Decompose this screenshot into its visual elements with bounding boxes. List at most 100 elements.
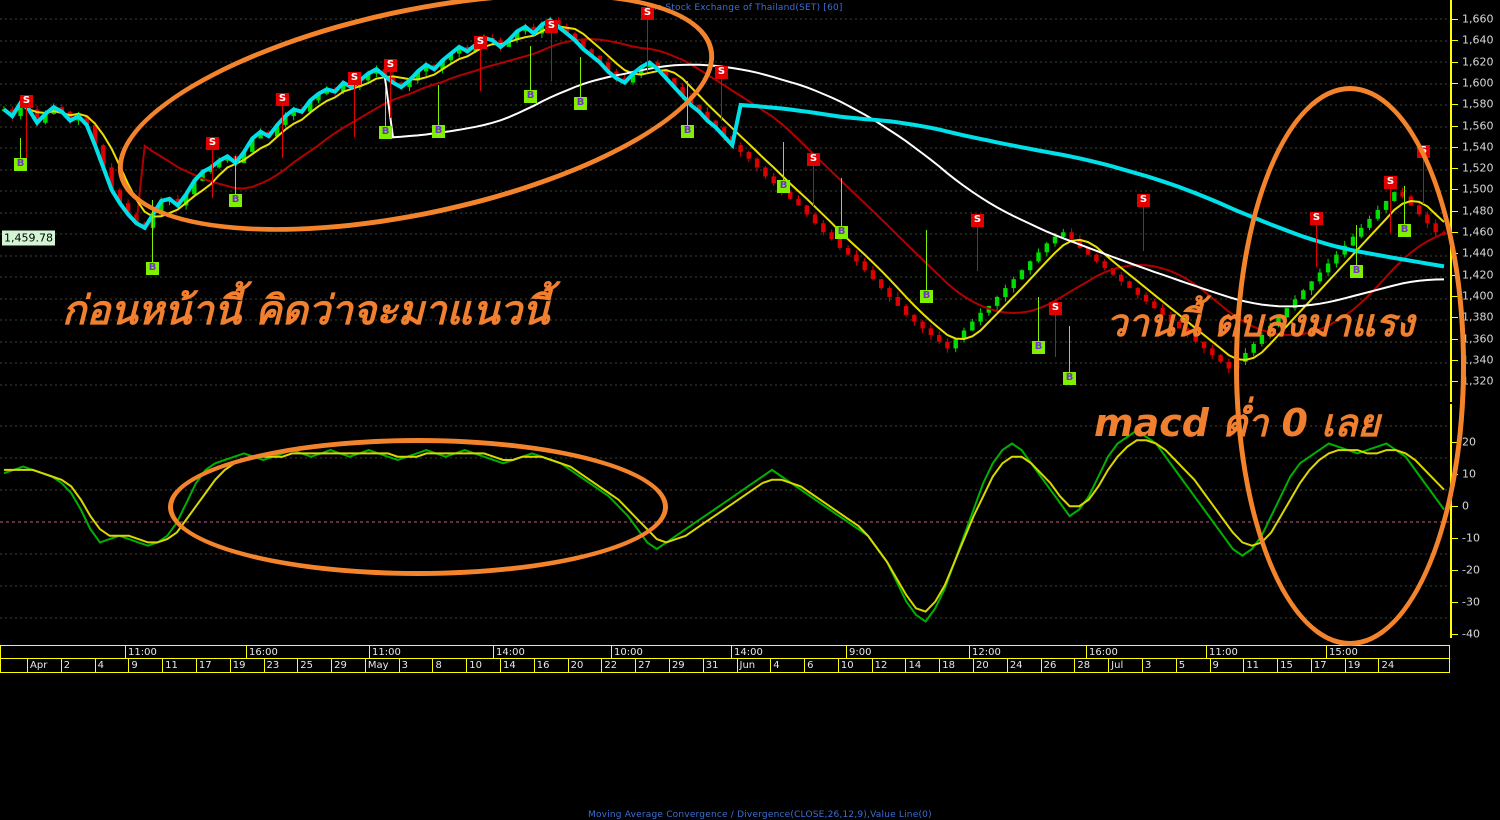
price-axis-label: 1,460 bbox=[1462, 225, 1494, 239]
marker-stem bbox=[977, 227, 978, 271]
buy-marker[interactable]: B bbox=[146, 262, 159, 275]
time-axis-date-cell: 28 bbox=[1074, 659, 1108, 672]
time-axis-time-cell: 14:00 bbox=[493, 646, 613, 659]
time-axis-date-cell: 14 bbox=[905, 659, 939, 672]
time-axis-time-cell: 10:00 bbox=[611, 646, 731, 659]
time-x-axis[interactable]: 11:00 16:00 11:00 14:00 10:00 14:00 9:00 12:00 1… bbox=[0, 645, 1450, 673]
macd-axis-label: -30 bbox=[1462, 595, 1480, 609]
price-axis-label: 1,440 bbox=[1462, 246, 1494, 260]
time-axis-time-cell: 9:00 bbox=[846, 646, 966, 659]
marker-stem bbox=[783, 142, 784, 180]
buy-marker[interactable]: B bbox=[835, 226, 848, 239]
buy-marker[interactable]: B bbox=[1063, 372, 1076, 385]
marker-stem bbox=[390, 72, 391, 118]
time-axis-date-cell: 3 bbox=[398, 659, 433, 672]
buy-marker[interactable]: B bbox=[920, 290, 933, 303]
marker-stem bbox=[212, 150, 213, 198]
sell-marker[interactable]: S bbox=[715, 66, 728, 79]
time-axis-date-cell: 20 bbox=[567, 659, 602, 672]
buy-marker[interactable]: B bbox=[229, 194, 242, 207]
time-axis-date-cell: May bbox=[364, 659, 399, 672]
buy-marker[interactable]: B bbox=[379, 126, 392, 139]
sell-marker[interactable]: S bbox=[971, 214, 984, 227]
price-axis-tick bbox=[1452, 61, 1458, 63]
price-axis-tick bbox=[1452, 189, 1458, 191]
price-axis-label: 1,380 bbox=[1462, 310, 1494, 324]
buy-marker[interactable]: B bbox=[777, 180, 790, 193]
time-axis-date-cell: 3 bbox=[1141, 659, 1176, 672]
price-axis-tick bbox=[1452, 210, 1458, 212]
macd-pane-title: Moving Average Convergence / Divergence(… bbox=[588, 810, 932, 820]
marker-stem bbox=[551, 33, 552, 81]
price-axis-label: 1,640 bbox=[1462, 33, 1494, 47]
sell-marker[interactable]: S bbox=[384, 59, 397, 72]
price-axis-label: 1,400 bbox=[1462, 289, 1494, 303]
macd-axis-label: -40 bbox=[1462, 627, 1480, 641]
sell-marker[interactable]: S bbox=[1137, 194, 1150, 207]
annotation-text-3: macd ต่ำ 0 เลย bbox=[1094, 401, 1380, 445]
sell-marker[interactable]: S bbox=[641, 7, 654, 20]
price-axis-label: 1,600 bbox=[1462, 76, 1494, 90]
sell-marker[interactable]: S bbox=[545, 20, 558, 33]
marker-stem bbox=[926, 230, 927, 290]
sell-marker[interactable]: S bbox=[1049, 302, 1062, 315]
macd-axis-tick bbox=[1452, 634, 1458, 635]
macd-axis-tick bbox=[1452, 570, 1458, 571]
ma-yellow-line bbox=[3, 25, 1445, 362]
time-axis-date-cell: 9 bbox=[128, 659, 162, 672]
price-axis-label: 1,520 bbox=[1462, 161, 1494, 175]
price-axis-label: 1,500 bbox=[1462, 182, 1494, 196]
time-axis-date-cell: 31 bbox=[702, 659, 737, 672]
buy-marker[interactable]: B bbox=[14, 158, 27, 171]
time-axis-time-cell: 11:00 bbox=[125, 646, 245, 659]
buy-marker[interactable]: B bbox=[524, 90, 537, 103]
marker-stem bbox=[813, 166, 814, 206]
macd-axis-label: -20 bbox=[1462, 563, 1480, 577]
marker-stem bbox=[152, 200, 153, 262]
time-axis-date-cell: 27 bbox=[635, 659, 669, 672]
sell-marker[interactable]: S bbox=[206, 137, 219, 150]
sell-marker[interactable]: S bbox=[20, 95, 33, 108]
time-axis-times-row: 11:00 16:00 11:00 14:00 10:00 14:00 9:00 12:00 1… bbox=[1, 646, 1449, 659]
price-axis-label: 1,320 bbox=[1462, 374, 1494, 388]
marker-stem bbox=[26, 108, 27, 158]
time-axis-date-cell: 15 bbox=[1277, 659, 1311, 672]
buy-marker[interactable]: B bbox=[432, 125, 445, 138]
ma-red-line bbox=[3, 38, 1445, 337]
price-axis-tick bbox=[1452, 146, 1458, 148]
annotation-ellipse-right bbox=[1234, 86, 1466, 646]
macd-axis-label: 10 bbox=[1462, 467, 1476, 481]
sell-marker[interactable]: S bbox=[276, 93, 289, 106]
time-axis-date-cell: 11 bbox=[162, 659, 196, 672]
buy-marker[interactable]: B bbox=[681, 125, 694, 138]
sell-marker[interactable]: S bbox=[348, 72, 361, 85]
price-axis-tick bbox=[1452, 232, 1458, 233]
buy-marker[interactable]: B bbox=[574, 97, 587, 110]
macd-axis-label: 20 bbox=[1462, 435, 1476, 449]
sell-marker[interactable]: S bbox=[474, 36, 487, 49]
time-axis-date-cell: 6 bbox=[804, 659, 838, 672]
sell-marker[interactable]: S bbox=[807, 153, 820, 166]
price-axis-label: 1,660 bbox=[1462, 12, 1494, 26]
time-axis-time-cell: 16:00 bbox=[246, 646, 366, 659]
marker-stem bbox=[480, 49, 481, 91]
macd-axis-label: 0 bbox=[1462, 499, 1469, 513]
time-axis-date-cell: 22 bbox=[601, 659, 635, 672]
price-pane-title: The Stock Exchange of Thailand(SET) [60] bbox=[645, 3, 843, 13]
time-axis-date-cell: 17 bbox=[1310, 659, 1345, 672]
time-axis-dates-row: Apr 2 4 9 11 17 19 23 25 29 May 3 8 10 14 16 20 22 27 29 31 J… bbox=[1, 659, 1449, 672]
time-axis-time-cell: 11:00 bbox=[369, 646, 489, 659]
time-axis-date-cell: 8 bbox=[432, 659, 466, 672]
buy-marker[interactable]: B bbox=[1032, 341, 1045, 354]
price-axis-label: 1,620 bbox=[1462, 55, 1494, 69]
price-axis-tick bbox=[1452, 40, 1458, 42]
time-axis-date-cell: 26 bbox=[1040, 659, 1075, 672]
price-axis-tick bbox=[1452, 125, 1458, 127]
time-axis-time-cell: 16:00 bbox=[1086, 646, 1206, 659]
marker-stem bbox=[1055, 315, 1056, 357]
price-axis-label: 1,540 bbox=[1462, 140, 1494, 154]
time-axis-date-cell: 19 bbox=[1344, 659, 1379, 672]
time-axis-date-cell: 23 bbox=[263, 659, 298, 672]
time-axis-time-cell: 15:00 bbox=[1326, 646, 1446, 659]
